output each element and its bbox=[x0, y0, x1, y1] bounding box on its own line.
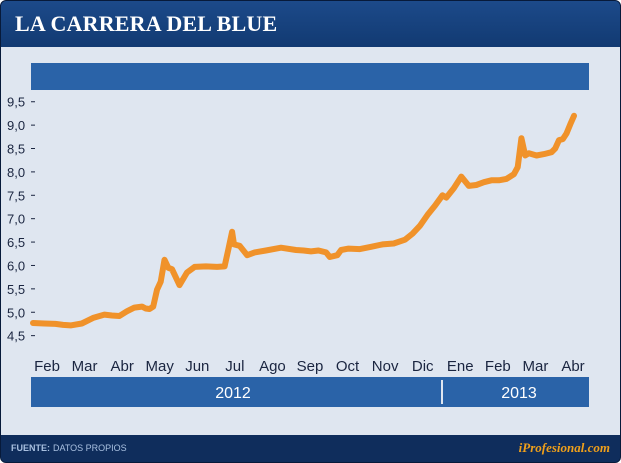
title-bar: LA CARRERA DEL BLUE bbox=[1, 1, 620, 47]
source-text: DATOS PROPIOS bbox=[53, 443, 127, 453]
y-tick-label: 5,5 bbox=[7, 282, 25, 297]
brand-logo: iProfesional.com bbox=[518, 440, 610, 455]
month-label: Ago bbox=[259, 358, 286, 375]
line-chart: 4,5 5,0 5,5 6,0 6,5 7,0 7,5 8,0 8,5 9,0 9,5 Feb Mar… bbox=[7, 63, 589, 407]
y-tick-label: 9,0 bbox=[7, 118, 25, 133]
y-tick-label: 7,0 bbox=[7, 212, 25, 227]
month-label: Dic bbox=[412, 358, 434, 375]
series-line bbox=[30, 112, 577, 329]
month-label: Abr bbox=[561, 358, 584, 375]
month-label: May bbox=[146, 358, 175, 375]
footer: FUENTE: DATOS PROPIOS iProfesional.com bbox=[1, 435, 620, 462]
chart-title: LA CARRERA DEL BLUE bbox=[15, 11, 278, 36]
month-label: Sep bbox=[297, 358, 324, 375]
y-tick-label: 9,5 bbox=[7, 95, 25, 110]
month-label: Nov bbox=[372, 358, 399, 375]
y-tick-label: 4,5 bbox=[7, 329, 25, 344]
x-axis-years: 2012 2013 bbox=[215, 385, 537, 402]
year-label: 2012 bbox=[215, 385, 251, 402]
y-axis: 4,5 5,0 5,5 6,0 6,5 7,0 7,5 8,0 8,5 9,0 9,5 bbox=[7, 95, 35, 344]
y-tick-label: 5,0 bbox=[7, 305, 25, 320]
month-label: Feb bbox=[34, 358, 60, 375]
y-tick-label: 8,5 bbox=[7, 142, 25, 157]
month-label: Oct bbox=[336, 358, 360, 375]
y-tick-label: 6,0 bbox=[7, 258, 25, 273]
month-label: Jun bbox=[185, 358, 209, 375]
y-tick-label: 6,5 bbox=[7, 235, 25, 250]
year-band bbox=[31, 377, 589, 407]
y-tick-label: 8,0 bbox=[7, 165, 25, 180]
y-tick-label: 7,5 bbox=[7, 188, 25, 203]
month-label: Mar bbox=[72, 358, 98, 375]
year-label: 2013 bbox=[501, 385, 537, 402]
top-band bbox=[31, 63, 589, 90]
month-label: Feb bbox=[485, 358, 511, 375]
plot-area: 4,5 5,0 5,5 6,0 6,5 7,0 7,5 8,0 8,5 9,0 9,5 Feb Mar… bbox=[1, 47, 620, 435]
month-label: Jul bbox=[225, 358, 244, 375]
month-label: Mar bbox=[523, 358, 549, 375]
month-label: Abr bbox=[110, 358, 133, 375]
month-label: Ene bbox=[447, 358, 474, 375]
source-label: FUENTE: bbox=[11, 443, 50, 453]
x-axis-months: Feb Mar Abr May Jun Jul Ago Sep Oct Nov Dic Ene Feb M… bbox=[34, 358, 585, 375]
